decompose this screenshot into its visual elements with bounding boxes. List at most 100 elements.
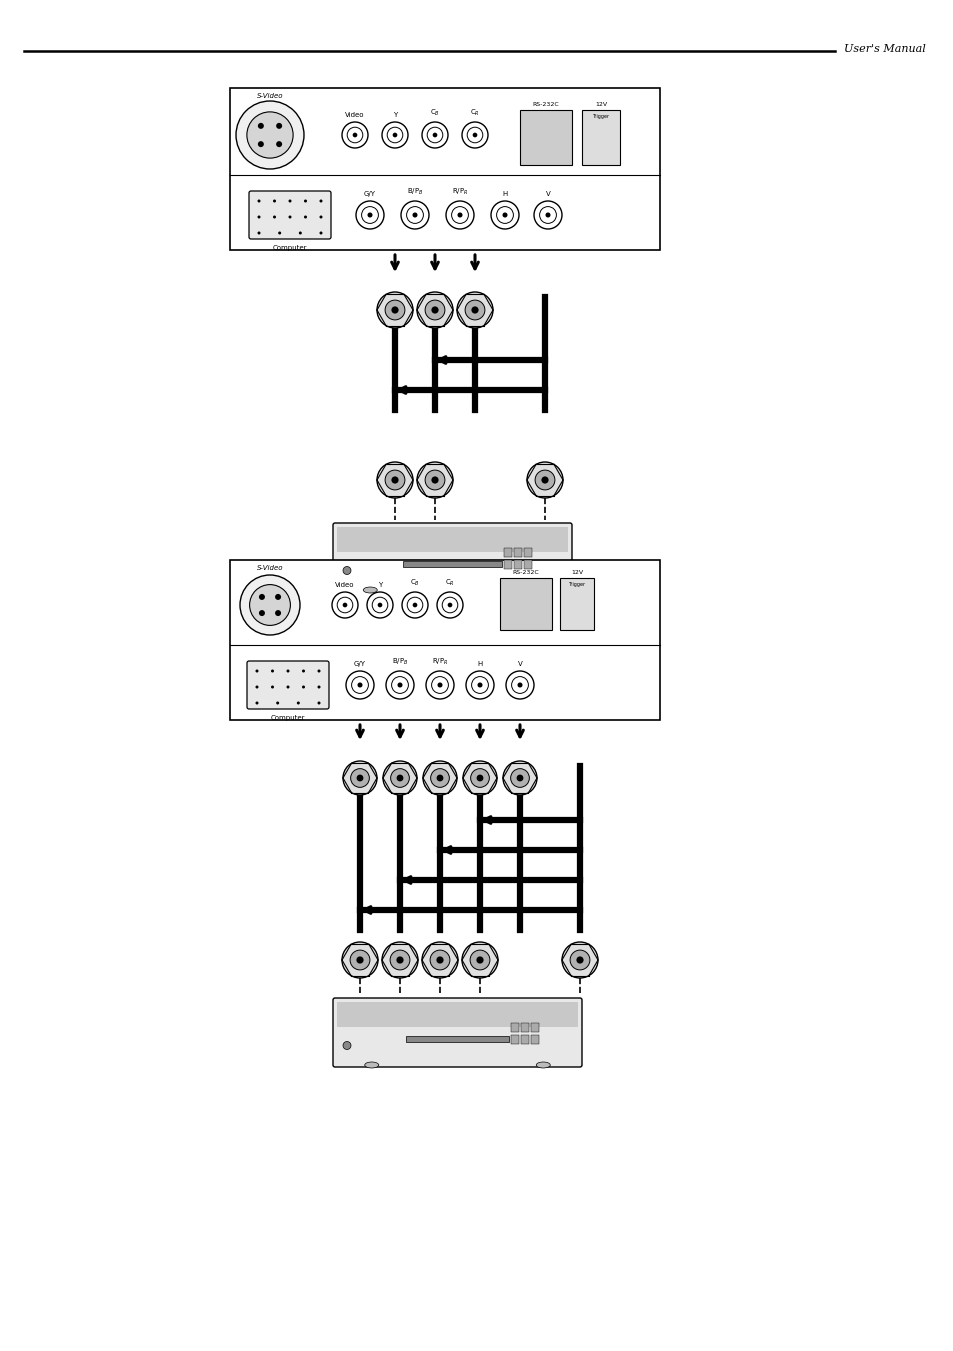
Bar	[531, 1023, 538, 1032]
Text: Video: Video	[335, 582, 355, 588]
Circle shape	[461, 942, 497, 978]
Text: Computer: Computer	[273, 245, 307, 251]
Circle shape	[430, 950, 450, 970]
Circle shape	[250, 585, 290, 626]
Text: Trigger: Trigger	[568, 582, 585, 586]
Circle shape	[317, 670, 320, 673]
Text: Y: Y	[377, 582, 382, 588]
Bar	[521, 1035, 529, 1044]
Circle shape	[396, 957, 403, 963]
Circle shape	[247, 112, 293, 158]
Circle shape	[391, 477, 398, 484]
Circle shape	[447, 603, 452, 608]
Text: RS-232C: RS-232C	[532, 101, 558, 107]
Circle shape	[304, 200, 307, 203]
Circle shape	[476, 957, 483, 963]
Ellipse shape	[536, 1062, 550, 1069]
Text: RS-232C: RS-232C	[512, 570, 538, 576]
Circle shape	[257, 231, 260, 235]
Bar	[504, 559, 512, 569]
Circle shape	[431, 477, 438, 484]
Circle shape	[255, 685, 258, 689]
Bar	[523, 547, 532, 557]
Circle shape	[393, 132, 396, 138]
Circle shape	[342, 603, 347, 608]
Circle shape	[436, 592, 462, 617]
Circle shape	[457, 212, 462, 218]
Circle shape	[278, 231, 281, 235]
Circle shape	[412, 212, 417, 218]
Circle shape	[396, 774, 403, 781]
Circle shape	[534, 201, 561, 230]
Bar	[499, 578, 552, 630]
Circle shape	[400, 201, 429, 230]
Circle shape	[332, 592, 357, 617]
Circle shape	[351, 769, 369, 788]
Bar	[336, 1002, 578, 1027]
Circle shape	[391, 307, 398, 313]
Bar	[514, 559, 521, 569]
Text: R/P$_R$: R/P$_R$	[432, 657, 448, 667]
Text: H: H	[476, 661, 482, 667]
Bar	[531, 1035, 538, 1044]
Circle shape	[416, 462, 453, 499]
Circle shape	[517, 774, 523, 781]
Ellipse shape	[527, 586, 541, 593]
Ellipse shape	[363, 586, 376, 593]
Circle shape	[319, 216, 322, 219]
FancyBboxPatch shape	[333, 523, 572, 592]
Circle shape	[376, 462, 413, 499]
FancyBboxPatch shape	[333, 998, 581, 1067]
Circle shape	[502, 212, 507, 218]
Bar	[336, 527, 567, 551]
Circle shape	[286, 670, 289, 673]
Circle shape	[376, 292, 413, 328]
Circle shape	[541, 477, 548, 484]
Circle shape	[258, 611, 265, 616]
Text: 12V: 12V	[595, 101, 606, 107]
Circle shape	[275, 141, 282, 147]
Circle shape	[346, 671, 374, 698]
Circle shape	[273, 200, 275, 203]
Circle shape	[472, 132, 476, 138]
Text: B/P$_B$: B/P$_B$	[392, 657, 408, 667]
Circle shape	[319, 200, 322, 203]
Circle shape	[446, 201, 474, 230]
Circle shape	[545, 212, 550, 218]
Circle shape	[437, 682, 442, 688]
Circle shape	[433, 132, 436, 138]
Circle shape	[505, 671, 534, 698]
Text: H: H	[502, 190, 507, 197]
Circle shape	[240, 576, 299, 635]
Text: Y: Y	[393, 112, 396, 118]
Circle shape	[317, 701, 320, 704]
Circle shape	[356, 957, 363, 963]
Circle shape	[422, 761, 456, 794]
Circle shape	[341, 122, 368, 149]
Circle shape	[576, 957, 583, 963]
Text: User's Manual: User's Manual	[842, 43, 924, 54]
Circle shape	[570, 950, 589, 970]
Circle shape	[317, 685, 320, 689]
Circle shape	[470, 950, 490, 970]
Circle shape	[397, 682, 402, 688]
Circle shape	[413, 603, 416, 608]
Circle shape	[274, 594, 281, 600]
Circle shape	[421, 942, 457, 978]
Circle shape	[462, 761, 497, 794]
Circle shape	[390, 769, 409, 788]
Text: B/P$_B$: B/P$_B$	[406, 186, 423, 197]
Circle shape	[357, 682, 362, 688]
Circle shape	[526, 462, 562, 499]
Circle shape	[377, 603, 382, 608]
Circle shape	[302, 685, 305, 689]
Circle shape	[257, 123, 264, 128]
Circle shape	[382, 761, 416, 794]
Circle shape	[275, 123, 282, 128]
Circle shape	[456, 292, 493, 328]
Circle shape	[491, 201, 518, 230]
Circle shape	[465, 671, 494, 698]
Circle shape	[353, 132, 357, 138]
Circle shape	[275, 701, 279, 704]
Circle shape	[367, 592, 393, 617]
